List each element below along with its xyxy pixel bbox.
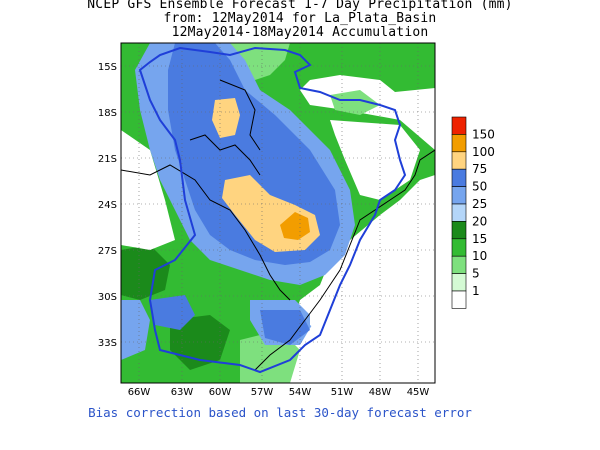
coast-and-borders xyxy=(121,79,435,371)
lat-label: 33S xyxy=(98,338,117,349)
legend-swatch xyxy=(451,203,467,222)
precip-region-100 xyxy=(280,212,310,240)
color-legend: 150 100 75 50 25 20 15 10 5 1 xyxy=(451,116,495,309)
legend-swatch xyxy=(451,221,467,240)
legend-label: 15 xyxy=(472,232,487,246)
lat-label: 18S xyxy=(98,108,117,119)
lat-label: 27S xyxy=(98,246,117,257)
lon-label: 60W xyxy=(209,387,232,398)
legend-label: 20 xyxy=(472,214,487,228)
legend-label: 50 xyxy=(472,180,487,194)
country-border xyxy=(121,164,291,301)
basin-outline xyxy=(138,46,407,374)
lat-label: 30S xyxy=(98,292,117,303)
lat-label: 24S xyxy=(98,200,117,211)
legend-swatch xyxy=(451,116,467,135)
footer-note: Bias correction based on last 30-day for… xyxy=(88,405,472,420)
legend-swatch xyxy=(451,255,467,274)
latitude-labels: 15S 18S 21S 24S 27S 30S 33S xyxy=(98,62,117,349)
plot-frame xyxy=(120,42,436,384)
legend-swatch xyxy=(451,186,467,205)
country-border-2 xyxy=(189,134,261,176)
no-precip-region xyxy=(121,120,420,340)
legend-swatch xyxy=(451,238,467,257)
legend-label: 25 xyxy=(472,197,487,211)
precip-fields xyxy=(121,43,435,383)
lat-label: 15S xyxy=(98,62,117,73)
legend-label: 10 xyxy=(472,249,487,263)
legend-label: 1 xyxy=(472,284,480,298)
legend-swatch xyxy=(451,273,467,292)
title-line-2: from: 12May2014 for La_Plata_Basin xyxy=(163,11,437,26)
precip-region-15 xyxy=(121,50,230,370)
lon-label: 45W xyxy=(407,387,430,398)
lon-label: 63W xyxy=(171,387,194,398)
country-border-3 xyxy=(219,79,261,151)
legend-swatch xyxy=(451,151,467,170)
precip-region-75 xyxy=(212,98,320,252)
legend-label: 100 xyxy=(472,145,495,159)
legend-swatch xyxy=(451,134,467,153)
lon-label: 57W xyxy=(251,387,274,398)
title-line-3: 12May2014-18May2014 Accumulation xyxy=(171,25,429,40)
lon-label: 54W xyxy=(289,387,312,398)
lon-label: 48W xyxy=(369,387,392,398)
legend-label: 75 xyxy=(472,162,487,176)
legend-label: 5 xyxy=(472,267,480,281)
lon-label: 66W xyxy=(128,387,151,398)
lat-label: 21S xyxy=(98,154,117,165)
legend-label: 150 xyxy=(472,127,495,141)
lon-label: 51W xyxy=(331,387,354,398)
legend-swatch xyxy=(451,168,467,187)
legend-swatch xyxy=(451,290,467,309)
longitude-labels: 66W 63W 60W 57W 54W 51W 48W 45W xyxy=(128,387,430,398)
coastline xyxy=(254,149,435,371)
title-line-1: NCEP GFS Ensemble Forecast 1-7 Day Preci… xyxy=(87,0,513,12)
